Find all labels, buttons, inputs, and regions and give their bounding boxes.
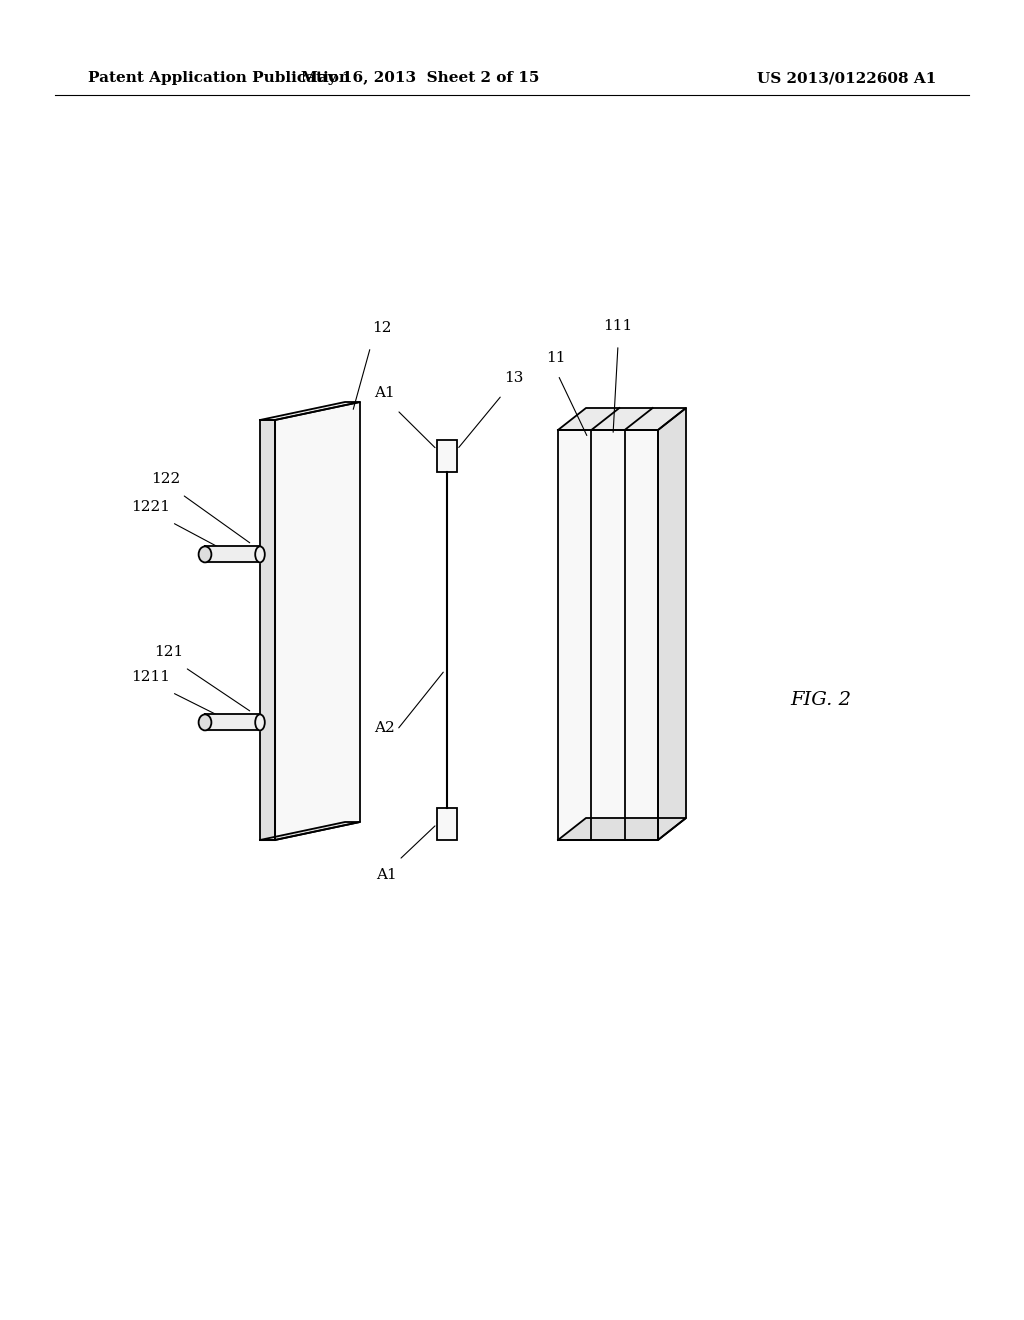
Text: Patent Application Publication: Patent Application Publication — [88, 71, 350, 84]
Bar — [437, 440, 457, 473]
Text: 1211: 1211 — [131, 671, 170, 684]
Text: FIG. 2: FIG. 2 — [790, 690, 851, 709]
Text: 121: 121 — [154, 645, 183, 660]
Text: A1: A1 — [376, 869, 397, 882]
Text: 1221: 1221 — [131, 500, 170, 515]
Polygon shape — [275, 403, 360, 840]
Ellipse shape — [199, 714, 211, 730]
Polygon shape — [205, 546, 260, 562]
Text: 11: 11 — [546, 351, 565, 366]
Ellipse shape — [255, 546, 265, 562]
Text: A2: A2 — [374, 721, 395, 735]
Polygon shape — [260, 403, 360, 420]
Text: 122: 122 — [151, 473, 180, 486]
Text: US 2013/0122608 A1: US 2013/0122608 A1 — [757, 71, 936, 84]
Text: A1: A1 — [374, 385, 395, 400]
Polygon shape — [658, 408, 686, 840]
Text: 12: 12 — [373, 321, 392, 335]
Polygon shape — [205, 714, 260, 730]
Bar — [437, 808, 457, 840]
Text: 111: 111 — [603, 319, 633, 333]
Text: May 16, 2013  Sheet 2 of 15: May 16, 2013 Sheet 2 of 15 — [301, 71, 540, 84]
Ellipse shape — [255, 714, 265, 730]
Polygon shape — [558, 430, 658, 840]
Ellipse shape — [199, 546, 211, 562]
Polygon shape — [558, 818, 686, 840]
Polygon shape — [558, 408, 686, 430]
Polygon shape — [260, 420, 275, 840]
Text: 13: 13 — [504, 371, 523, 385]
Polygon shape — [260, 822, 360, 840]
